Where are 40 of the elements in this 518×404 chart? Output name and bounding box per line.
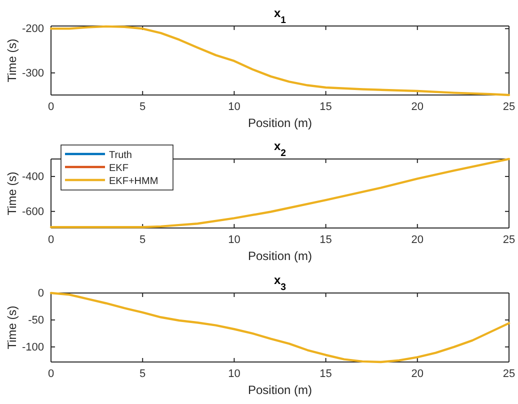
x-tick-label: 10 [228,368,240,380]
y-axis-title: Time (s) [5,172,19,216]
x-tick-label: 15 [320,234,332,246]
legend-label: Truth [109,150,132,161]
y-tick-label: -100 [22,341,44,354]
x-tick-label: 0 [48,368,54,380]
x-tick-label: 25 [502,234,516,246]
y-tick-label: -600 [22,206,44,218]
x-tick-label: 25 [502,100,516,113]
x-tick-label: 15 [320,368,332,380]
x-axis-title: Position (m) [248,116,312,130]
x-tick-label: 5 [140,100,146,113]
x-tick-label: 20 [411,234,424,246]
x-tick-label: 10 [228,234,240,246]
y-axis-title: Time (s) [5,306,19,350]
line-series [50,25,510,96]
y-tick-label: 0 [38,288,44,300]
chart-title: x$_{2}$ [274,139,286,158]
chart-title: x$_{3}$ [274,273,286,292]
legend-label: EKF [109,163,128,174]
x-tick-label: 0 [48,100,54,113]
line-series [50,292,510,364]
y-tick-label: -50 [28,314,44,326]
x-tick-label: 25 [502,368,516,380]
line-series [50,158,510,228]
x-tick-label: 20 [411,100,424,113]
chart-title: x$_{1}$ [274,6,287,26]
x-tick-label: 15 [320,100,332,113]
x-axis-title: Position (m) [248,249,312,263]
x-tick-label: 20 [411,368,424,380]
y-tick-label: -300 [22,67,44,80]
y-axis-title: Time (s) [5,38,19,82]
x-tick-label: 0 [48,234,54,246]
x-tick-label: 5 [140,234,146,246]
x-axis-title: Position (m) [248,383,312,397]
x-tick-label: 5 [140,368,146,380]
x-tick-label: 10 [228,100,240,113]
legend-label: EKF+HMM [109,176,158,187]
y-tick-label: -400 [22,170,44,183]
y-tick-label: -200 [22,23,44,36]
